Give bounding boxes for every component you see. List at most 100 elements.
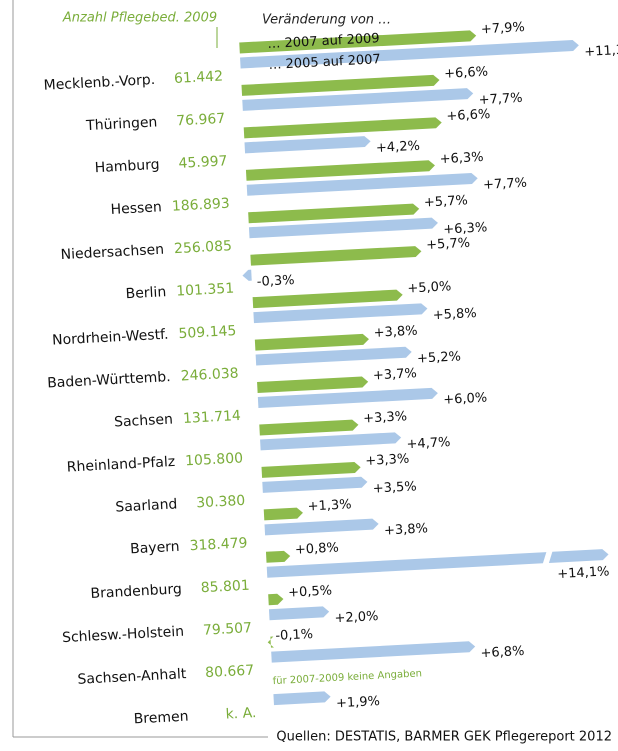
count-label: 256.085	[174, 238, 233, 257]
bar	[264, 518, 379, 536]
category-label: Niedersachsen	[60, 242, 164, 263]
bar	[243, 117, 442, 139]
value-label: +6,3%	[443, 220, 488, 237]
bar	[268, 593, 284, 606]
annotation: für 2007-2009 keine Angaben	[272, 668, 422, 687]
category-label: Baden-Württemb.	[47, 369, 171, 391]
counts-title: Anzahl Pflegebed. 2009	[62, 11, 217, 26]
count-label: 131.714	[183, 408, 242, 427]
value-label: +3,3%	[365, 452, 410, 469]
value-label: +4,2%	[376, 139, 421, 156]
bar	[248, 217, 438, 239]
bar	[252, 289, 403, 309]
value-label: +5,8%	[432, 306, 477, 323]
bar	[268, 606, 330, 621]
count-label: 509.145	[178, 323, 237, 342]
count-label: 318.479	[189, 535, 248, 554]
value-label: +6,6%	[446, 107, 491, 124]
category-label: Saarland	[115, 496, 178, 515]
count-label: 79.507	[203, 620, 253, 639]
bar	[244, 136, 371, 154]
value-label: +5,7%	[426, 236, 471, 253]
value-label: -0,3%	[256, 273, 294, 290]
value-label: +2,0%	[334, 609, 379, 626]
bar	[248, 203, 420, 224]
value-label: +11,3%	[584, 42, 618, 60]
source: Quellen: DESTATIS, BARMER GEK Pflegerepo…	[276, 730, 612, 745]
value-label: +3,8%	[373, 324, 418, 341]
category-label: Brandenburg	[90, 581, 182, 602]
value-label: +7,9%	[481, 20, 526, 37]
value-label: +6,6%	[444, 65, 489, 82]
bar	[250, 246, 422, 266]
rows: Mecklenb.-Vorp. 61.442 +7,9% … 2007 auf 200…	[43, 20, 618, 728]
bar	[242, 269, 252, 281]
bar	[257, 376, 369, 394]
bar	[273, 691, 331, 706]
bar	[245, 160, 435, 181]
count-label: 246.038	[180, 365, 239, 384]
value-label: +6,3%	[439, 150, 484, 167]
bar-part	[548, 549, 609, 563]
bar	[255, 346, 412, 366]
bar-part	[266, 552, 547, 578]
bar	[267, 636, 274, 648]
count-label: 76.967	[176, 111, 226, 130]
bar	[240, 40, 579, 69]
category-label: Sachsen-Anhalt	[77, 666, 187, 688]
count-label: 80.667	[205, 663, 255, 682]
bar	[266, 549, 609, 578]
category-label: Bayern	[130, 539, 180, 558]
value-label: +0,5%	[288, 583, 333, 600]
category-label: Rheinland-Pfalz	[66, 454, 175, 476]
category-label: Berlin	[125, 284, 166, 302]
category-label: Hamburg	[94, 157, 160, 176]
value-label: +0,8%	[295, 540, 340, 557]
value-label: +6,8%	[480, 644, 525, 661]
bar	[239, 30, 477, 54]
value-label: -0,1%	[275, 627, 313, 644]
category-label: Hessen	[110, 199, 162, 218]
bar	[262, 476, 368, 493]
value-label: +14,1%	[557, 564, 610, 582]
value-label: +5,2%	[417, 349, 462, 366]
value-label: +1,3%	[307, 497, 352, 514]
value-label: +3,3%	[363, 409, 408, 426]
category-label: Bremen	[133, 709, 189, 728]
bar	[265, 550, 291, 563]
value-label: +1,9%	[336, 694, 381, 711]
count-label: 101.351	[176, 281, 235, 300]
bar	[263, 507, 303, 521]
bar	[257, 387, 438, 408]
value-label: +7,7%	[478, 91, 523, 108]
legend-entry: … 2005 auf 2007	[268, 52, 381, 73]
count-label: 85.801	[200, 578, 250, 597]
bar	[241, 74, 440, 96]
count-label: 186.893	[171, 196, 230, 215]
bar	[260, 432, 402, 451]
bar	[254, 333, 369, 351]
count-label: 61.442	[174, 68, 224, 87]
value-label: +3,5%	[372, 479, 417, 496]
value-label: +3,8%	[384, 521, 429, 538]
value-label: +3,7%	[373, 366, 418, 383]
bar	[242, 88, 474, 111]
count-label: 105.800	[185, 450, 244, 469]
category-label: Sachsen	[114, 411, 174, 430]
value-label: +6,0%	[443, 391, 488, 408]
bar	[253, 303, 428, 324]
legend-title: Veränderung von …	[262, 13, 391, 28]
value-label: +5,7%	[424, 193, 469, 210]
value-label: +4,7%	[406, 435, 451, 452]
category-label: Thüringen	[85, 114, 158, 134]
value-label: +5,0%	[407, 279, 452, 296]
category-label: Schlesw.-Holstein	[62, 624, 185, 646]
count-label: 30.380	[196, 493, 246, 512]
category-label: Nordrhein-Westf.	[52, 327, 169, 349]
bar	[259, 419, 359, 436]
bar	[271, 641, 476, 663]
bar	[246, 173, 478, 196]
count-label: 45.997	[178, 153, 228, 172]
category-label: Mecklenb.-Vorp.	[43, 72, 155, 94]
